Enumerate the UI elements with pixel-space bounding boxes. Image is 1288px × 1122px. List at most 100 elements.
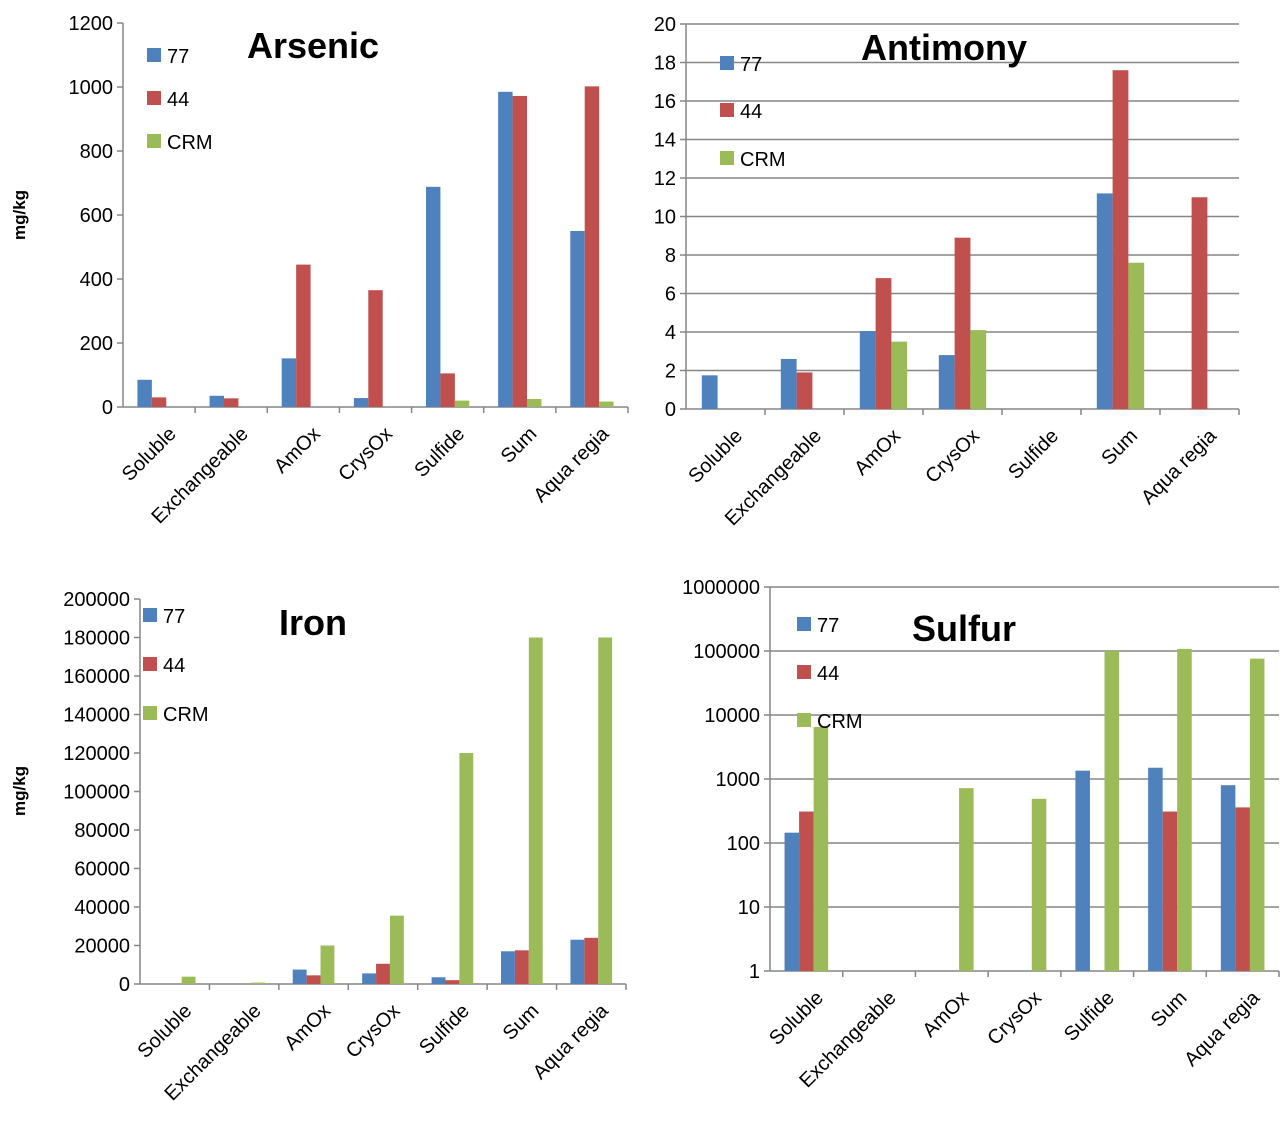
x-tick-label: AmOx — [280, 1000, 335, 1055]
bar-77-crysox — [353, 398, 369, 407]
bar-crm-amox — [959, 788, 974, 971]
bar-crm-aqua-regia — [599, 401, 614, 407]
bar-44-amox — [306, 975, 321, 984]
chart-title: Iron — [279, 602, 347, 643]
y-tick-label: 100000 — [693, 641, 760, 663]
x-tick-label: Sulfide — [415, 1000, 474, 1059]
y-tick-label: 2 — [665, 361, 676, 383]
bar-44-sulfide — [445, 980, 460, 984]
y-tick-label: 200000 — [63, 589, 130, 611]
y-tick-label: 10 — [738, 897, 760, 919]
x-tick-label: Sum — [497, 423, 542, 468]
legend-swatch-44 — [147, 91, 161, 105]
bar-crm-sum — [1128, 262, 1145, 409]
x-tick-label: CrysOx — [342, 1000, 405, 1063]
legend-label-crm: CRM — [817, 711, 863, 733]
bar-crm-crysox — [1031, 798, 1047, 971]
bar-77-amox — [292, 969, 307, 984]
y-tick-label: 0 — [119, 974, 130, 996]
bar-crm-sulfide — [459, 753, 474, 984]
bar-crm-aqua-regia — [598, 637, 613, 984]
x-tick-label: CrysOx — [334, 423, 397, 486]
y-tick-label: 180000 — [63, 628, 130, 650]
y-tick-label: 18 — [654, 53, 676, 75]
bar-44-crysox — [368, 290, 383, 407]
legend-swatch-crm — [720, 151, 734, 165]
y-axis-label: mg/kg — [10, 766, 29, 816]
bar-44-exchangeable — [796, 372, 813, 409]
legend-swatch-77 — [720, 56, 734, 70]
legend-label-77: 77 — [167, 46, 189, 68]
bar-crm-sum — [1177, 648, 1192, 971]
chart-panel-arsenic: 020040060080010001200SolubleExchangeable… — [10, 13, 629, 528]
y-tick-label: 12 — [654, 168, 676, 190]
legend-swatch-77 — [797, 617, 811, 631]
legend-label-77: 77 — [740, 54, 762, 76]
legend-label-44: 44 — [740, 101, 762, 123]
x-tick-label: Aqua regia — [1137, 424, 1222, 509]
bar-77-exchangeable — [780, 358, 797, 409]
bar-crm-soluble — [181, 976, 196, 984]
chart-title: Antimony — [861, 27, 1027, 68]
bar-77-sulfide — [426, 186, 441, 407]
bar-77-sulfide — [431, 977, 446, 984]
bar-77-soluble — [701, 375, 718, 409]
legend-swatch-44 — [797, 665, 811, 679]
x-tick-label: Aqua regia — [529, 999, 614, 1084]
y-tick-label: 160000 — [63, 666, 130, 688]
x-tick-label: Aqua regia — [529, 422, 614, 507]
x-tick-label: CrysOx — [921, 425, 984, 488]
x-tick-label: Aqua regia — [1180, 986, 1265, 1071]
bar-77-sum — [498, 91, 513, 408]
y-tick-label: 1000000 — [682, 577, 760, 599]
bar-44-sum — [514, 950, 529, 984]
x-tick-label: Soluble — [765, 987, 828, 1050]
x-tick-label: AmOx — [270, 423, 325, 478]
x-tick-label: Sulfide — [1060, 987, 1119, 1046]
y-tick-label: 20000 — [74, 936, 130, 958]
bar-44-sum — [1162, 811, 1178, 971]
bar-44-sum — [1112, 70, 1129, 409]
bar-77-crysox — [938, 355, 955, 409]
bar-77-soluble — [137, 379, 152, 407]
bar-44-aqua-regia — [1235, 807, 1250, 971]
bar-77-aqua-regia — [570, 939, 585, 984]
y-tick-label: 10000 — [704, 705, 760, 727]
bar-crm-crysox — [389, 915, 404, 984]
bar-44-amox — [296, 264, 311, 407]
y-tick-label: 20 — [654, 14, 676, 36]
legend-label-crm: CRM — [740, 149, 786, 171]
y-tick-label: 8 — [665, 245, 676, 267]
bar-77-aqua-regia — [1220, 785, 1236, 971]
bar-77-amox — [281, 358, 297, 407]
bar-crm-exchangeable — [251, 982, 265, 984]
x-tick-label: Sum — [499, 1000, 544, 1045]
x-tick-label: Sum — [1147, 987, 1192, 1032]
bar-77-soluble — [784, 832, 800, 971]
y-tick-label: 1000 — [716, 769, 761, 791]
legend-label-crm: CRM — [167, 132, 213, 154]
legend-label-44: 44 — [817, 663, 839, 685]
bar-crm-crysox — [970, 330, 987, 409]
bar-77-sum — [1148, 767, 1163, 971]
chart-title: Sulfur — [912, 608, 1016, 649]
bar-44-amox — [875, 278, 892, 409]
x-tick-label: Soluble — [684, 425, 747, 488]
y-tick-label: 6 — [665, 284, 676, 306]
y-tick-label: 14 — [654, 130, 676, 152]
y-tick-label: 60000 — [74, 859, 130, 881]
y-tick-label: 40000 — [74, 897, 130, 919]
y-tick-label: 120000 — [63, 743, 130, 765]
x-tick-label: Sulfide — [1004, 425, 1063, 484]
y-axis-label: mg/kg — [10, 190, 29, 240]
legend-swatch-crm — [797, 713, 811, 727]
x-tick-label: Soluble — [118, 423, 181, 486]
legend-label-77: 77 — [817, 615, 839, 637]
x-tick-label: CrysOx — [983, 987, 1046, 1050]
y-tick-label: 4 — [665, 322, 676, 344]
legend-swatch-44 — [720, 103, 734, 117]
bar-77-sum — [1096, 193, 1113, 409]
chart-panel-iron: 0 20000 40000 60000 80000 100000 120000 140000 1… — [10, 589, 627, 1105]
